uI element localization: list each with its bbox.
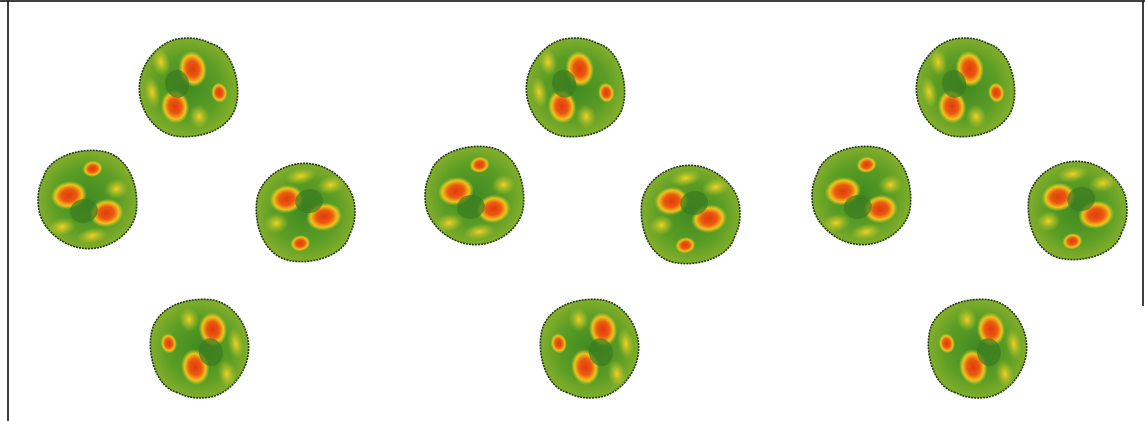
blob	[1021, 153, 1135, 267]
blob	[143, 292, 257, 406]
blob-group	[804, 30, 1135, 406]
page: (() => { const data = JSON.parse(documen…	[0, 0, 1145, 421]
blob	[908, 30, 1022, 144]
blob-group	[30, 30, 363, 406]
scene	[0, 0, 1145, 421]
blob	[533, 292, 647, 406]
blob	[804, 139, 918, 253]
blob	[417, 139, 531, 253]
blob	[921, 292, 1035, 406]
blob	[518, 30, 632, 144]
blob-group	[417, 30, 748, 406]
blob	[131, 30, 245, 144]
blob	[249, 155, 363, 269]
blob	[634, 157, 748, 271]
blob	[30, 143, 144, 257]
